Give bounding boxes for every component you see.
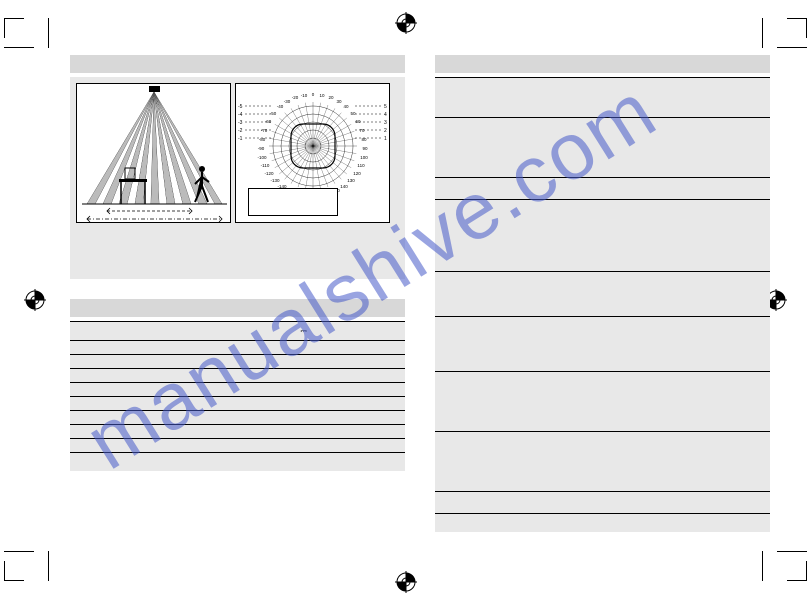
spec-table-right (435, 77, 770, 514)
svg-text:-10: -10 (301, 93, 308, 98)
table-row (435, 492, 770, 514)
svg-text:130: 130 (347, 178, 355, 183)
svg-text:-50: -50 (270, 111, 277, 116)
crop-corner-bl (4, 561, 24, 581)
table-row: ⎓ (70, 322, 405, 341)
polar-radial-label: 1 (384, 136, 387, 142)
table-row (70, 355, 405, 369)
table-row (70, 397, 405, 411)
section-header (435, 55, 770, 73)
table-row (435, 272, 770, 317)
table-row (70, 439, 405, 453)
polar-radial-label: 5 (384, 104, 387, 110)
polar-plot-diagram: 0 10 -10 20 -20 30 -30 40 -40 50 -50 60 -60 70… (235, 83, 390, 223)
table-row (70, 425, 405, 439)
svg-text:-80: -80 (259, 137, 266, 142)
crop-corner-br (787, 561, 807, 581)
page-left: 0 10 -10 20 -20 30 -30 40 -40 50 -50 60 -60 70… (70, 55, 405, 545)
crop-corner-tr (787, 18, 807, 38)
registration-mark-bottom (395, 571, 417, 593)
table-footer-area (435, 514, 770, 532)
registration-mark-left (24, 289, 46, 311)
table-row (435, 372, 770, 432)
svg-text:-110: -110 (261, 163, 270, 168)
svg-text:-100: -100 (257, 155, 267, 160)
polar-radial-label: -4 (238, 112, 243, 118)
page-right (435, 55, 770, 545)
svg-text:0: 0 (312, 92, 315, 97)
table-row (70, 369, 405, 383)
diagram-caption-area (70, 229, 405, 279)
spec-table-left: ⎓ (70, 321, 405, 453)
svg-text:70: 70 (359, 128, 365, 133)
registration-mark-top (395, 12, 417, 34)
polar-legend-box (248, 188, 338, 216)
polar-radial-label: -2 (238, 128, 243, 134)
crop-mark (762, 18, 763, 48)
svg-text:-30: -30 (284, 99, 291, 104)
table-row (70, 341, 405, 355)
svg-text:-40: -40 (277, 104, 284, 109)
svg-text:60: 60 (355, 119, 361, 124)
polar-radial-label: 4 (384, 112, 387, 118)
section-header (70, 299, 405, 317)
svg-text:-120: -120 (264, 171, 274, 176)
polar-radial-label: -1 (238, 136, 243, 142)
table-row (435, 200, 770, 272)
svg-text:10: 10 (319, 93, 325, 98)
dc-icon: ⎓ (300, 326, 306, 335)
svg-text:-130: -130 (270, 178, 280, 183)
svg-text:20: 20 (328, 95, 334, 100)
svg-text:120: 120 (353, 171, 361, 176)
table-row (435, 178, 770, 200)
table-row (435, 118, 770, 178)
crop-corner-tl (4, 18, 24, 38)
table-row (70, 383, 405, 397)
polar-radial-label: -5 (238, 104, 243, 110)
crop-mark (48, 551, 49, 581)
svg-text:110: 110 (357, 163, 365, 168)
svg-text:40: 40 (343, 104, 349, 109)
svg-text:100: 100 (360, 155, 368, 160)
svg-text:-70: -70 (261, 128, 268, 133)
table-row (435, 317, 770, 372)
svg-text:-60: -60 (265, 119, 272, 124)
svg-text:50: 50 (350, 111, 356, 116)
svg-text:30: 30 (336, 99, 342, 104)
polar-radial-label: -3 (238, 120, 243, 126)
crop-mark (4, 47, 34, 48)
svg-text:90: 90 (362, 146, 368, 151)
svg-text:-90: -90 (258, 146, 265, 151)
crop-mark (48, 18, 49, 48)
crop-mark (762, 551, 763, 581)
crop-mark (4, 551, 34, 552)
svg-text:80: 80 (361, 137, 367, 142)
polar-radial-label: 3 (384, 120, 387, 126)
table-row (435, 78, 770, 118)
detection-cone-diagram (76, 83, 231, 223)
crop-mark (777, 47, 807, 48)
table-footer-area (70, 453, 405, 471)
svg-text:-20: -20 (292, 95, 299, 100)
svg-text:140: 140 (340, 184, 348, 189)
table-row (435, 432, 770, 492)
polar-radial-label: 2 (384, 128, 387, 134)
diagram-panel: 0 10 -10 20 -20 30 -30 40 -40 50 -50 60 -60 70… (70, 77, 405, 229)
table-row (70, 411, 405, 425)
section-header (70, 55, 405, 73)
crop-mark (777, 551, 807, 552)
